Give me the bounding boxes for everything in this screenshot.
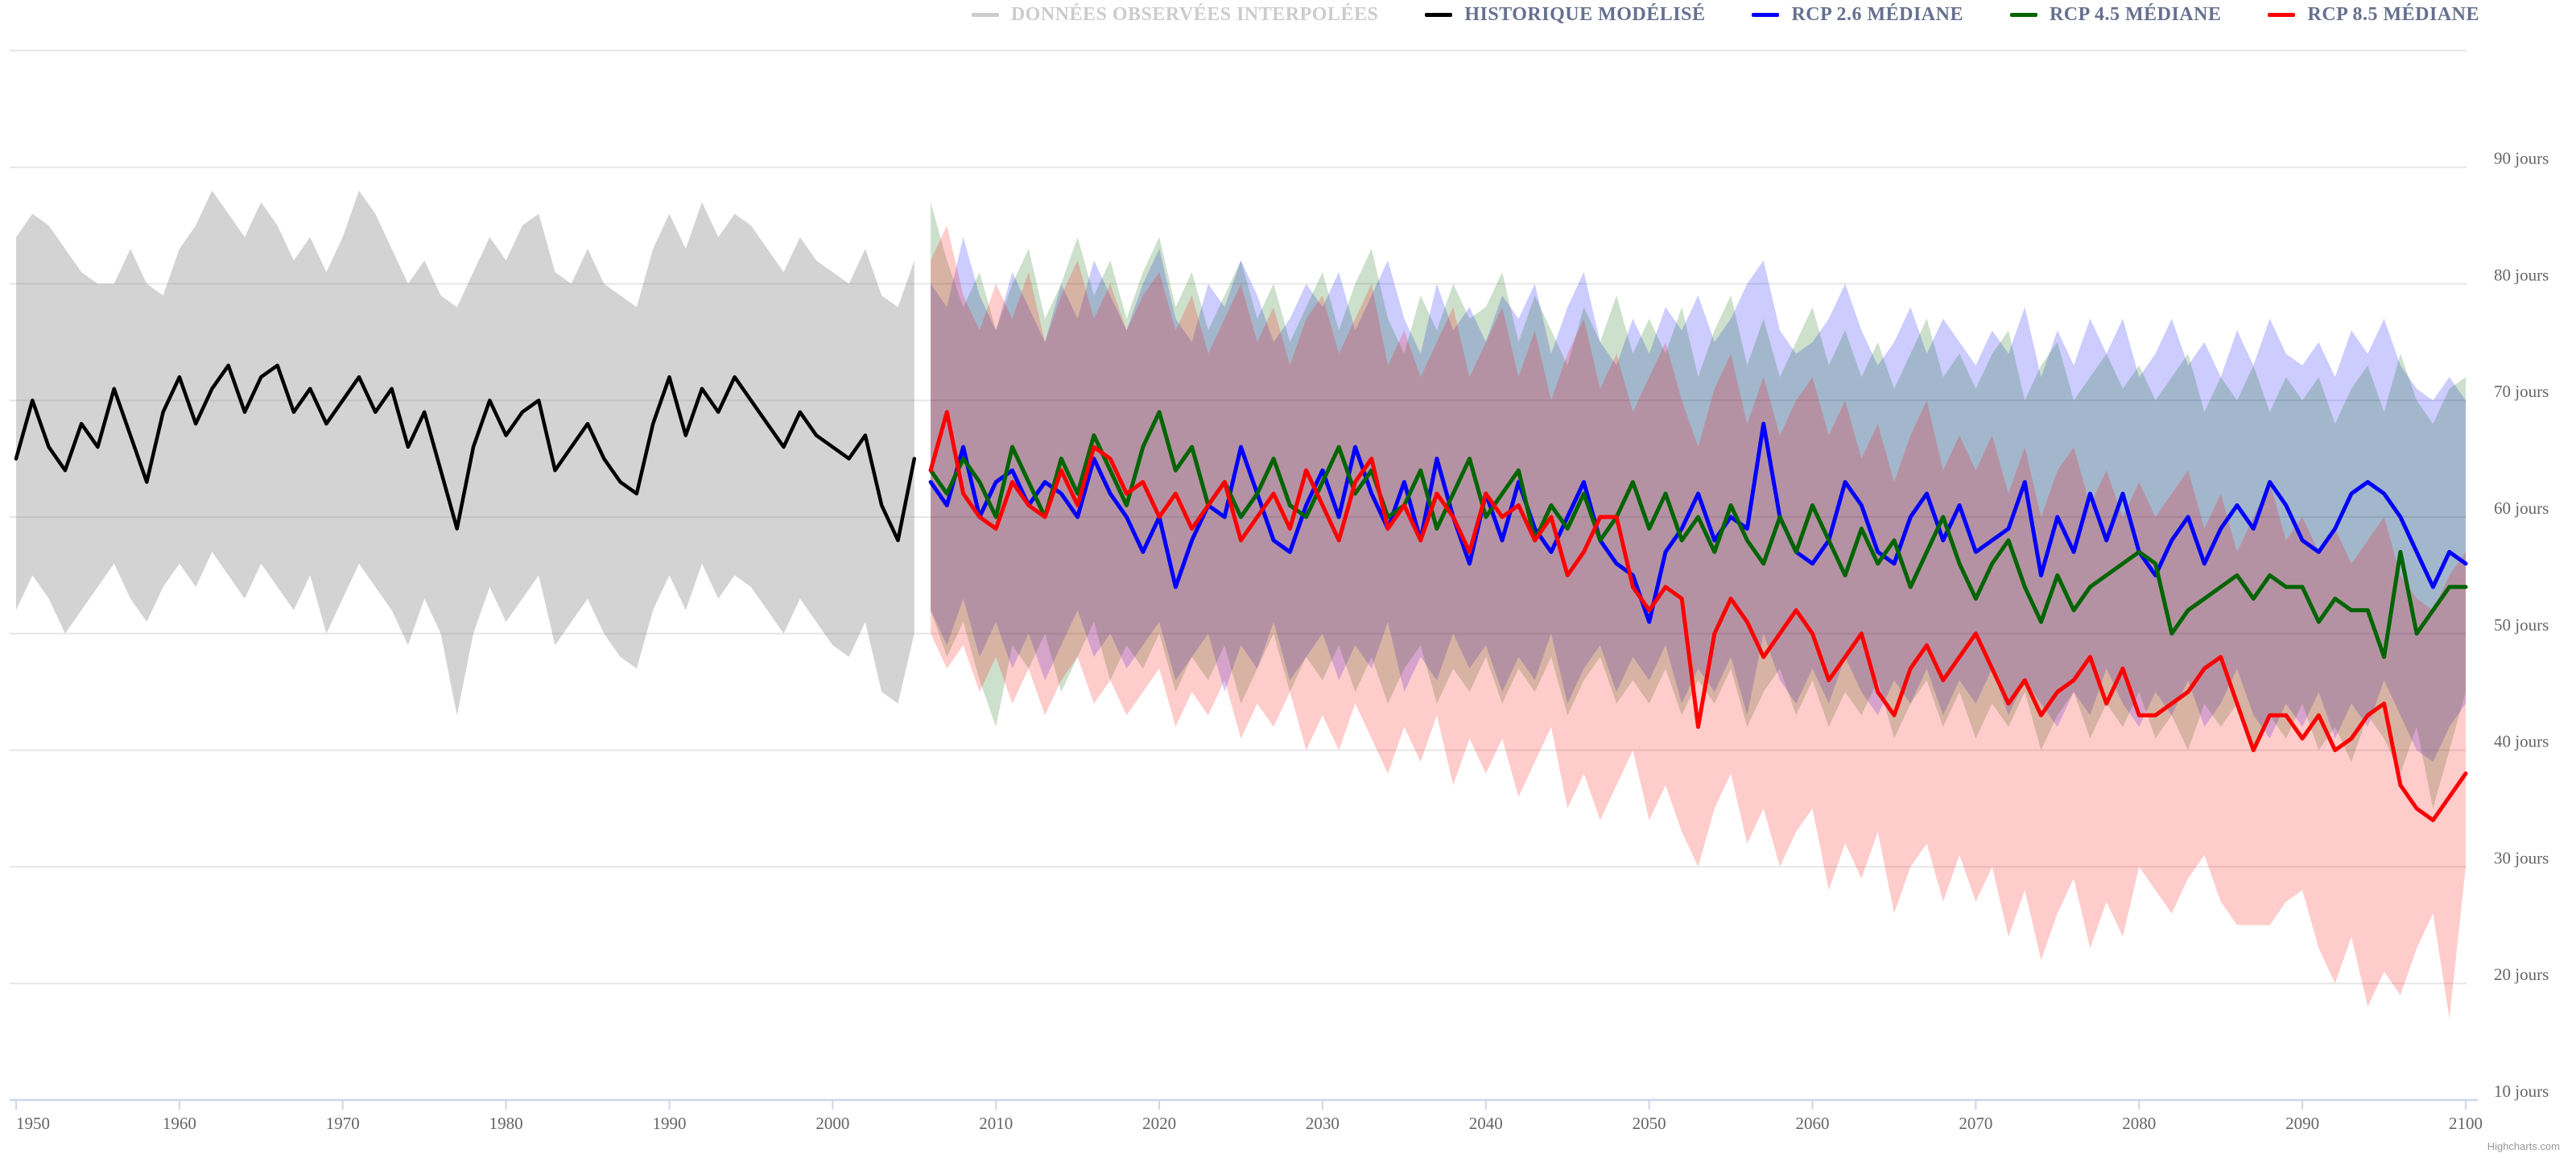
y-axis-label-10: 10 jours — [2494, 1081, 2549, 1101]
legend-item-donnees-observees-interpolees[interactable]: DONNÉES OBSERVÉES INTERPOLÉES — [971, 3, 1379, 26]
series-line-5[interactable] — [928, 421, 2468, 624]
series-band-0[interactable] — [16, 190, 914, 716]
legend-marker-rcp-45 — [2009, 12, 2037, 17]
legend-label-rcp-26: RCP 2.6 MÉDIANE — [1791, 3, 1963, 25]
legend-label-donnees-observees: DONNÉES OBSERVÉES INTERPOLÉES — [1010, 3, 1379, 25]
legend-marker-historique-modelise — [1425, 12, 1453, 17]
x-axis-label-1960: 1960 — [163, 1114, 196, 1133]
series-band-3[interactable] — [931, 225, 2466, 1019]
x-axis-label-1990: 1990 — [652, 1114, 686, 1133]
x-axis-label-2090: 2090 — [2285, 1114, 2319, 1133]
y-axis-label-80: 80 jours — [2494, 265, 2549, 284]
legend-item-rcp-45-mediane[interactable]: RCP 4.5 MÉDIANE — [2009, 3, 2222, 26]
legend-marker-rcp-85 — [2268, 12, 2296, 17]
legend-label-rcp-45: RCP 4.5 MÉDIANE — [2049, 3, 2222, 25]
legend-item-rcp-26-mediane[interactable]: RCP 2.6 MÉDIANE — [1752, 4, 1963, 26]
y-axis-label-60: 60 jours — [2494, 498, 2549, 518]
y-axis-label-40: 40 jours — [2494, 732, 2549, 751]
y-axis-label-50: 50 jours — [2494, 615, 2549, 635]
x-axis-label-2080: 2080 — [2122, 1114, 2156, 1133]
series-line-4[interactable] — [14, 363, 917, 543]
series-line-7[interactable] — [928, 410, 2468, 822]
y-axis-label-30: 30 jours — [2494, 848, 2549, 867]
x-axis-label-2000: 2000 — [815, 1114, 849, 1133]
y-axis-label-90: 90 jours — [2494, 149, 2549, 168]
legend-label-rcp-85: RCP 8.5 MÉDIANE — [2307, 3, 2479, 25]
x-axis-label-2070: 2070 — [1959, 1114, 1992, 1133]
x-axis-label-2060: 2060 — [1796, 1114, 1830, 1133]
legend-marker-rcp-26 — [1752, 12, 1780, 17]
series-line-6[interactable] — [928, 410, 2468, 660]
series-band-2[interactable] — [931, 202, 2466, 809]
legend: DONNÉES OBSERVÉES INTERPOLÉES HISTORIQUE… — [0, 2, 2479, 27]
x-axis-label-1950: 1950 — [16, 1114, 50, 1133]
legend-item-historique-modelise[interactable]: HISTORIQUE MODÉLISÉ — [1425, 4, 1705, 26]
y-axis-label-20: 20 jours — [2494, 965, 2549, 984]
y-axis-label-70: 70 jours — [2494, 382, 2549, 401]
x-axis-label-2040: 2040 — [1469, 1114, 1503, 1133]
x-axis-label-2100: 2100 — [2449, 1114, 2483, 1133]
x-axis-label-2010: 2010 — [979, 1114, 1013, 1133]
highcharts-credit-link[interactable]: Highcharts.com — [2487, 1140, 2560, 1152]
legend-marker-donnees-observees — [971, 12, 999, 17]
x-axis-label-2020: 2020 — [1142, 1114, 1176, 1133]
legend-label-historique-modelise: HISTORIQUE MODÉLISÉ — [1464, 3, 1706, 25]
x-axis-label-1970: 1970 — [326, 1114, 360, 1133]
x-axis-label-1980: 1980 — [489, 1114, 523, 1133]
x-axis-label-2030: 2030 — [1306, 1114, 1340, 1133]
legend-item-rcp-85-mediane[interactable]: RCP 8.5 MÉDIANE — [2268, 4, 2479, 26]
x-axis-label-2050: 2050 — [1633, 1114, 1666, 1133]
